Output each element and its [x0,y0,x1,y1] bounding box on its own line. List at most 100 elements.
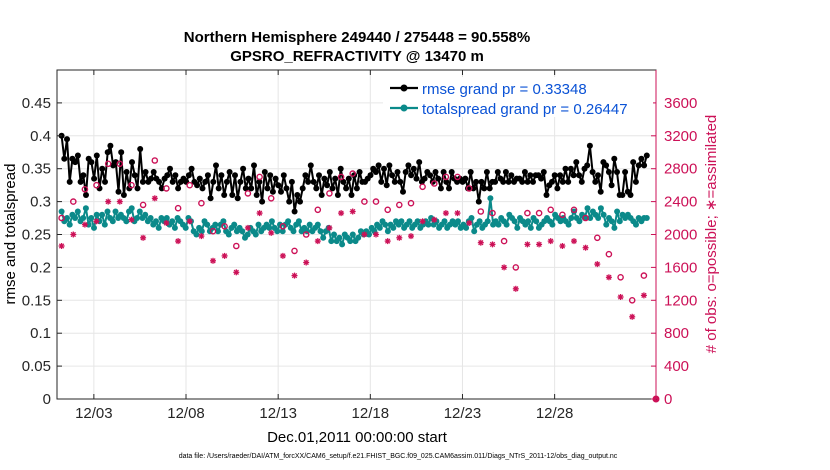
rmse-point [524,178,531,185]
spread-point [600,211,607,218]
spread-point [123,218,130,225]
asterisk-stroke [303,259,309,266]
rmse-point [286,198,293,205]
legend-rmse-label: rmse grand pr = 0.33348 [422,81,587,98]
rmse-point [202,178,209,185]
obs-assimilated-marker [408,233,414,240]
spread-point [611,224,618,231]
asterisk-stroke [198,233,205,239]
y-right-tick-label: 800 [664,325,689,342]
rmse-point [440,169,447,175]
obs-possible-marker [570,206,578,214]
spread-point [204,221,211,228]
asterisk-stroke [513,286,519,292]
rmse-point [508,172,515,179]
obs-possible-marker [302,231,310,238]
obs-possible-marker [221,222,228,230]
spread-point [463,224,470,231]
spread-point [314,221,321,228]
spread-point [72,215,79,221]
rmse-point [521,169,528,175]
rmse-point [251,162,257,169]
asterisk-stroke [93,218,100,224]
obs-assimilated-marker [512,285,519,292]
spread-point [64,215,70,221]
rmse-point [334,192,341,198]
rmse-point [337,165,344,172]
rmse-point [88,159,95,166]
obs-possible-marker [512,264,520,271]
spread-point [571,208,577,215]
rmse-point [299,185,306,192]
asterisk-stroke [140,235,146,241]
rmse-point [427,172,434,179]
obs-possible-marker [279,222,287,230]
obs-possible-marker [535,209,543,217]
rmse-point [356,169,363,175]
obs-possible-marker [477,208,485,215]
asterisk-stroke [419,218,426,224]
y-left-tick-label: 0.45 [22,95,51,112]
asterisk-stroke [641,292,647,299]
y-left-tick-label: 0.2 [30,259,51,276]
obs-possible-marker [361,198,368,205]
obs-possible-marker [314,206,322,214]
obs-possible-marker [174,204,182,212]
asterisk-stroke [233,269,239,275]
obs-possible-marker [139,201,147,209]
rmse-point [586,142,593,149]
asterisk-stroke [338,210,344,216]
legend: rmse grand pr = 0.33348 totalspread gran… [383,77,653,118]
chart-title-line2: GPSRO_REFRACTIVITY @ 13470 m [230,48,484,65]
asterisk-stroke [58,243,65,249]
spread-point [331,231,337,238]
rmse-point [64,136,70,143]
rmse-point [61,155,68,162]
rmse-point [619,192,626,198]
asterisk-stroke [105,198,111,205]
rmse-point [91,175,98,182]
y-right-tick-label: 400 [664,358,689,375]
spread-point [182,224,189,231]
y-left-tick-label: 0.15 [22,292,51,309]
spread-point [511,218,518,225]
spread-point [471,228,478,235]
rmse-point [584,162,591,169]
rmse-point [554,185,561,192]
obs-assimilated-marker [233,269,240,276]
rmse-point [280,172,287,179]
obs-assimilated-marker [163,220,170,226]
spread-point [495,221,502,228]
obs-assimilated-marker [629,313,636,320]
legend-rmse-marker [400,84,408,92]
spread-point [468,215,475,221]
rmse-point [175,185,182,192]
obs-assimilated-marker [454,210,461,217]
rmse-point [549,178,555,185]
spread-point [285,218,292,225]
rmse-point [213,162,219,169]
rmse-point [248,185,255,192]
rmse-point [207,195,214,202]
rmse-point [261,169,268,175]
rmse-point [375,162,382,169]
x-tick-label: 12/13 [259,405,297,422]
rmse-point [215,185,222,192]
rmse-point [519,178,526,185]
rmse-point [218,172,225,179]
spread-point [239,228,246,235]
y-left-tick-label: 0 [43,391,51,408]
obs-assimilated-marker [617,294,624,300]
y-right-tick-label: 1200 [664,292,697,309]
rmse-point [389,172,396,179]
obs-assimilated-marker [361,231,368,238]
rmse-point [148,175,154,182]
obs-possible-marker [337,173,345,181]
spread-point [347,238,354,245]
asterisk-stroke [245,225,251,231]
obs-assimilated-marker [314,238,321,245]
rmse-point [204,172,211,179]
rmse-point [559,178,566,185]
obs-possible-marker [186,181,193,189]
spread-point [484,218,491,225]
